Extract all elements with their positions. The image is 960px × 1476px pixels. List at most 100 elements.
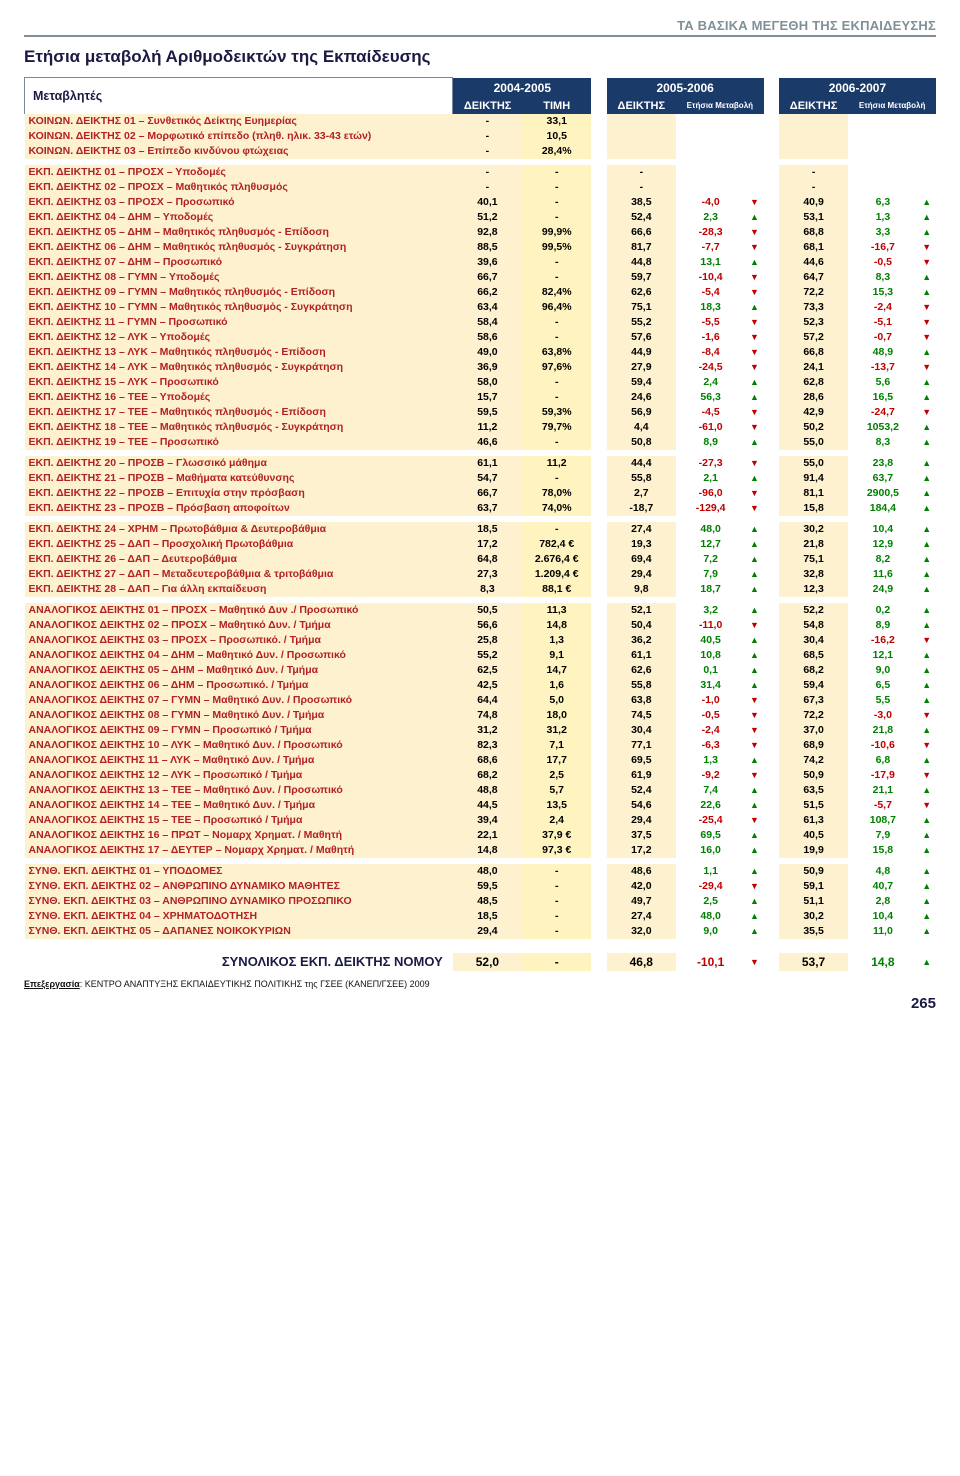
row-label: ΕΚΠ. ΔΕΙΚΤΗΣ 18 – ΤΕΕ – Μαθητικός πληθυσ… <box>25 420 453 435</box>
row-label: ΕΚΠ. ΔΕΙΚΤΗΣ 26 – ΔΑΠ – Δευτεροβάθμια <box>25 552 453 567</box>
row-label: ΑΝΑΛΟΓΙΚΟΣ ΔΕΙΚΤΗΣ 14 – ΤΕΕ – Μαθητικό Δ… <box>25 798 453 813</box>
table-row: ΕΚΠ. ΔΕΙΚΤΗΣ 25 – ΔΑΠ – Προσχολική Πρωτο… <box>25 537 937 552</box>
table-row: ΑΝΑΛΟΓΙΚΟΣ ΔΕΙΚΤΗΣ 02 – ΠΡΟΣΧ – Μαθητικό… <box>25 618 937 633</box>
row-label: ΕΚΠ. ΔΕΙΚΤΗΣ 05 – ΔΗΜ – Μαθητικός πληθυσ… <box>25 225 453 240</box>
row-label: ΚΟΙΝΩΝ. ΔΕΙΚΤΗΣ 01 – Συνθετικός Δείκτης … <box>25 114 453 129</box>
table-row: ΕΚΠ. ΔΕΙΚΤΗΣ 03 – ΠΡΟΣΧ – Προσωπικό40,1-… <box>25 195 937 210</box>
row-label: ΕΚΠ. ΔΕΙΚΤΗΣ 28 – ΔΑΠ – Για άλλη εκπαίδε… <box>25 582 453 597</box>
row-label: ΕΚΠ. ΔΕΙΚΤΗΣ 07 – ΔΗΜ – Προσωπικό <box>25 255 453 270</box>
table-row: ΕΚΠ. ΔΕΙΚΤΗΣ 14 – ΛΥΚ – Μαθητικός πληθυσ… <box>25 360 937 375</box>
row-label: ΑΝΑΛΟΓΙΚΟΣ ΔΕΙΚΤΗΣ 02 – ΠΡΟΣΧ – Μαθητικό… <box>25 618 453 633</box>
row-label: ΑΝΑΛΟΓΙΚΟΣ ΔΕΙΚΤΗΣ 13 – ΤΕΕ – Μαθητικό Δ… <box>25 783 453 798</box>
col-deiktis-2: ΔΕΙΚΤΗΣ <box>607 98 676 114</box>
row-label: ΑΝΑΛΟΓΙΚΟΣ ΔΕΙΚΤΗΣ 15 – ΤΕΕ – Προσωπικό … <box>25 813 453 828</box>
table-row: ΕΚΠ. ΔΕΙΚΤΗΣ 02 – ΠΡΟΣΧ – Μαθητικός πληθ… <box>25 180 937 195</box>
row-label: ΕΚΠ. ΔΕΙΚΤΗΣ 06 – ΔΗΜ – Μαθητικός πληθυσ… <box>25 240 453 255</box>
table-row: ΕΚΠ. ΔΕΙΚΤΗΣ 18 – ΤΕΕ – Μαθητικός πληθυσ… <box>25 420 937 435</box>
row-label: ΕΚΠ. ΔΕΙΚΤΗΣ 02 – ΠΡΟΣΧ – Μαθητικός πληθ… <box>25 180 453 195</box>
row-label: ΕΚΠ. ΔΕΙΚΤΗΣ 09 – ΓΥΜΝ – Μαθητικός πληθυ… <box>25 285 453 300</box>
variables-header: Μεταβλητές <box>25 78 453 114</box>
table-row: ΑΝΑΛΟΓΙΚΟΣ ΔΕΙΚΤΗΣ 15 – ΤΕΕ – Προσωπικό … <box>25 813 937 828</box>
credit-line: Επεξεργασία: ΚΕΝΤΡΟ ΑΝΑΠΤΥΞΗΣ ΕΚΠΑΙΔΕΥΤΙ… <box>24 979 936 989</box>
row-label: ΕΚΠ. ΔΕΙΚΤΗΣ 12 – ΛΥΚ – Υποδομές <box>25 330 453 345</box>
table-row: ΕΚΠ. ΔΕΙΚΤΗΣ 05 – ΔΗΜ – Μαθητικός πληθυσ… <box>25 225 937 240</box>
table-row: ΑΝΑΛΟΓΙΚΟΣ ΔΕΙΚΤΗΣ 16 – ΠΡΩΤ – Νομαρχ Χρ… <box>25 828 937 843</box>
row-label: ΑΝΑΛΟΓΙΚΟΣ ΔΕΙΚΤΗΣ 05 – ΔΗΜ – Μαθητικό Δ… <box>25 663 453 678</box>
row-label: ΑΝΑΛΟΓΙΚΟΣ ΔΕΙΚΤΗΣ 10 – ΛΥΚ – Μαθητικό Δ… <box>25 738 453 753</box>
table-row: ΕΚΠ. ΔΕΙΚΤΗΣ 16 – ΤΕΕ – Υποδομές15,7-24,… <box>25 390 937 405</box>
table-row: ΑΝΑΛΟΓΙΚΟΣ ΔΕΙΚΤΗΣ 14 – ΤΕΕ – Μαθητικό Δ… <box>25 798 937 813</box>
col-deiktis-1: ΔΕΙΚΤΗΣ <box>453 98 522 114</box>
page-number: 265 <box>24 995 936 1012</box>
row-label: ΕΚΠ. ΔΕΙΚΤΗΣ 17 – ΤΕΕ – Μαθητικός πληθυσ… <box>25 405 453 420</box>
table-row: ΑΝΑΛΟΓΙΚΟΣ ΔΕΙΚΤΗΣ 01 – ΠΡΟΣΧ – Μαθητικό… <box>25 603 937 618</box>
col-timi-1: ΤΙΜΗ <box>522 98 591 114</box>
row-label: ΚΟΙΝΩΝ. ΔΕΙΚΤΗΣ 02 – Μορφωτικό επίπεδο (… <box>25 129 453 144</box>
row-label: ΕΚΠ. ΔΕΙΚΤΗΣ 01 – ΠΡΟΣΧ – Υποδομές <box>25 165 453 180</box>
table-row: ΕΚΠ. ΔΕΙΚΤΗΣ 22 – ΠΡΟΣΒ – Επιτυχία στην … <box>25 486 937 501</box>
row-label: ΑΝΑΛΟΓΙΚΟΣ ΔΕΙΚΤΗΣ 04 – ΔΗΜ – Μαθητικό Δ… <box>25 648 453 663</box>
row-label: ΕΚΠ. ΔΕΙΚΤΗΣ 19 – ΤΕΕ – Προσωπικό <box>25 435 453 450</box>
table-row: ΕΚΠ. ΔΕΙΚΤΗΣ 27 – ΔΑΠ – Μεταδευτεροβάθμι… <box>25 567 937 582</box>
table-row: ΑΝΑΛΟΓΙΚΟΣ ΔΕΙΚΤΗΣ 08 – ΓΥΜΝ – Μαθητικό … <box>25 708 937 723</box>
table-row: ΕΚΠ. ΔΕΙΚΤΗΣ 09 – ΓΥΜΝ – Μαθητικός πληθυ… <box>25 285 937 300</box>
table-row: ΕΚΠ. ΔΕΙΚΤΗΣ 08 – ΓΥΜΝ – Υποδομές66,7-59… <box>25 270 937 285</box>
row-label: ΑΝΑΛΟΓΙΚΟΣ ΔΕΙΚΤΗΣ 12 – ΛΥΚ – Προσωπικό … <box>25 768 453 783</box>
row-label: ΕΚΠ. ΔΕΙΚΤΗΣ 10 – ΓΥΜΝ – Μαθητικός πληθυ… <box>25 300 453 315</box>
breadcrumb: ΤΑ ΒΑΣΙΚΑ ΜΕΓΕΘΗ ΤΗΣ ΕΚΠΑΙΔΕΥΣΗΣ <box>24 18 936 37</box>
table-row: ΑΝΑΛΟΓΙΚΟΣ ΔΕΙΚΤΗΣ 11 – ΛΥΚ – Μαθητικό Δ… <box>25 753 937 768</box>
table-row: ΑΝΑΛΟΓΙΚΟΣ ΔΕΙΚΤΗΣ 13 – ΤΕΕ – Μαθητικό Δ… <box>25 783 937 798</box>
table-row: ΣΥΝΘ. ΕΚΠ. ΔΕΙΚΤΗΣ 01 – ΥΠΟΔΟΜΕΣ48,0-48,… <box>25 864 937 879</box>
row-label: ΑΝΑΛΟΓΙΚΟΣ ΔΕΙΚΤΗΣ 09 – ΓΥΜΝ – Προσωπικό… <box>25 723 453 738</box>
table-row: ΚΟΙΝΩΝ. ΔΕΙΚΤΗΣ 03 – Επίπεδο κινδύνου φτ… <box>25 144 937 159</box>
row-label: ΑΝΑΛΟΓΙΚΟΣ ΔΕΙΚΤΗΣ 06 – ΔΗΜ – Προσωπικό.… <box>25 678 453 693</box>
row-label: ΕΚΠ. ΔΕΙΚΤΗΣ 27 – ΔΑΠ – Μεταδευτεροβάθμι… <box>25 567 453 582</box>
row-label: ΑΝΑΛΟΓΙΚΟΣ ΔΕΙΚΤΗΣ 16 – ΠΡΩΤ – Νομαρχ Χρ… <box>25 828 453 843</box>
table-row: ΕΚΠ. ΔΕΙΚΤΗΣ 17 – ΤΕΕ – Μαθητικός πληθυσ… <box>25 405 937 420</box>
col-deiktis-3: ΔΕΙΚΤΗΣ <box>779 98 848 114</box>
table-row: ΚΟΙΝΩΝ. ΔΕΙΚΤΗΣ 02 – Μορφωτικό επίπεδο (… <box>25 129 937 144</box>
row-label: ΑΝΑΛΟΓΙΚΟΣ ΔΕΙΚΤΗΣ 07 – ΓΥΜΝ – Μαθητικό … <box>25 693 453 708</box>
row-label: ΑΝΑΛΟΓΙΚΟΣ ΔΕΙΚΤΗΣ 03 – ΠΡΟΣΧ – Προσωπικ… <box>25 633 453 648</box>
row-label: ΣΥΝΘ. ΕΚΠ. ΔΕΙΚΤΗΣ 04 – ΧΡΗΜΑΤΟΔΟΤΗΣΗ <box>25 909 453 924</box>
table-row: ΑΝΑΛΟΓΙΚΟΣ ΔΕΙΚΤΗΣ 04 – ΔΗΜ – Μαθητικό Δ… <box>25 648 937 663</box>
table-row: ΕΚΠ. ΔΕΙΚΤΗΣ 26 – ΔΑΠ – Δευτεροβάθμια64,… <box>25 552 937 567</box>
row-label: ΕΚΠ. ΔΕΙΚΤΗΣ 13 – ΛΥΚ – Μαθητικός πληθυσ… <box>25 345 453 360</box>
row-label: ΕΚΠ. ΔΕΙΚΤΗΣ 21 – ΠΡΟΣΒ – Μαθήματα κατεύ… <box>25 471 453 486</box>
row-label: ΚΟΙΝΩΝ. ΔΕΙΚΤΗΣ 03 – Επίπεδο κινδύνου φτ… <box>25 144 453 159</box>
table-row: ΕΚΠ. ΔΕΙΚΤΗΣ 28 – ΔΑΠ – Για άλλη εκπαίδε… <box>25 582 937 597</box>
row-label: ΕΚΠ. ΔΕΙΚΤΗΣ 24 – ΧΡΗΜ – Πρωτοβάθμια & Δ… <box>25 522 453 537</box>
row-label: ΕΚΠ. ΔΕΙΚΤΗΣ 25 – ΔΑΠ – Προσχολική Πρωτο… <box>25 537 453 552</box>
row-label: ΣΥΝΘ. ΕΚΠ. ΔΕΙΚΤΗΣ 05 – ΔΑΠΑΝΕΣ ΝΟΙΚΟΚΥΡ… <box>25 924 453 939</box>
table-row: ΕΚΠ. ΔΕΙΚΤΗΣ 12 – ΛΥΚ – Υποδομές58,6-57,… <box>25 330 937 345</box>
period-1: 2004-2005 <box>453 78 592 98</box>
table-row: ΑΝΑΛΟΓΙΚΟΣ ΔΕΙΚΤΗΣ 17 – ΔΕΥΤΕΡ – Νομαρχ … <box>25 843 937 858</box>
row-label: ΕΚΠ. ΔΕΙΚΤΗΣ 15 – ΛΥΚ – Προσωπικό <box>25 375 453 390</box>
row-label: ΣΥΝΘ. ΕΚΠ. ΔΕΙΚΤΗΣ 02 – ΑΝΘΡΩΠΙΝΟ ΔΥΝΑΜΙ… <box>25 879 453 894</box>
table-row: ΑΝΑΛΟΓΙΚΟΣ ΔΕΙΚΤΗΣ 06 – ΔΗΜ – Προσωπικό.… <box>25 678 937 693</box>
table-row: ΕΚΠ. ΔΕΙΚΤΗΣ 23 – ΠΡΟΣΒ – Πρόσβαση αποφο… <box>25 501 937 516</box>
row-label: ΕΚΠ. ΔΕΙΚΤΗΣ 22 – ΠΡΟΣΒ – Επιτυχία στην … <box>25 486 453 501</box>
table-row: ΕΚΠ. ΔΕΙΚΤΗΣ 07 – ΔΗΜ – Προσωπικό39,6-44… <box>25 255 937 270</box>
row-label: ΕΚΠ. ΔΕΙΚΤΗΣ 08 – ΓΥΜΝ – Υποδομές <box>25 270 453 285</box>
row-label: ΑΝΑΛΟΓΙΚΟΣ ΔΕΙΚΤΗΣ 11 – ΛΥΚ – Μαθητικό Δ… <box>25 753 453 768</box>
table-row: ΑΝΑΛΟΓΙΚΟΣ ΔΕΙΚΤΗΣ 10 – ΛΥΚ – Μαθητικό Δ… <box>25 738 937 753</box>
row-label: ΕΚΠ. ΔΕΙΚΤΗΣ 11 – ΓΥΜΝ – Προσωπικό <box>25 315 453 330</box>
table-row: ΑΝΑΛΟΓΙΚΟΣ ΔΕΙΚΤΗΣ 09 – ΓΥΜΝ – Προσωπικό… <box>25 723 937 738</box>
period-3: 2006-2007 <box>779 78 936 98</box>
col-etisia-3: Ετήσια Μεταβολή <box>848 98 936 114</box>
row-label: ΕΚΠ. ΔΕΙΚΤΗΣ 03 – ΠΡΟΣΧ – Προσωπικό <box>25 195 453 210</box>
table-row: ΕΚΠ. ΔΕΙΚΤΗΣ 20 – ΠΡΟΣΒ – Γλωσσικό μάθημ… <box>25 456 937 471</box>
table-row: ΑΝΑΛΟΓΙΚΟΣ ΔΕΙΚΤΗΣ 07 – ΓΥΜΝ – Μαθητικό … <box>25 693 937 708</box>
table-row: ΕΚΠ. ΔΕΙΚΤΗΣ 06 – ΔΗΜ – Μαθητικός πληθυσ… <box>25 240 937 255</box>
row-label: ΣΥΝΘ. ΕΚΠ. ΔΕΙΚΤΗΣ 01 – ΥΠΟΔΟΜΕΣ <box>25 864 453 879</box>
table-row: ΕΚΠ. ΔΕΙΚΤΗΣ 11 – ΓΥΜΝ – Προσωπικό58,4-5… <box>25 315 937 330</box>
row-label: ΕΚΠ. ΔΕΙΚΤΗΣ 23 – ΠΡΟΣΒ – Πρόσβαση αποφο… <box>25 501 453 516</box>
table-row: ΕΚΠ. ΔΕΙΚΤΗΣ 13 – ΛΥΚ – Μαθητικός πληθυσ… <box>25 345 937 360</box>
row-label: ΑΝΑΛΟΓΙΚΟΣ ΔΕΙΚΤΗΣ 01 – ΠΡΟΣΧ – Μαθητικό… <box>25 603 453 618</box>
row-label: ΣΥΝΘ. ΕΚΠ. ΔΕΙΚΤΗΣ 03 – ΑΝΘΡΩΠΙΝΟ ΔΥΝΑΜΙ… <box>25 894 453 909</box>
table-row: ΕΚΠ. ΔΕΙΚΤΗΣ 04 – ΔΗΜ – Υποδομές51,2-52,… <box>25 210 937 225</box>
indicators-table: Μεταβλητές 2004-2005 2005-2006 2006-2007… <box>24 77 936 971</box>
summary-label: ΣΥΝΟΛΙΚΟΣ ΕΚΠ. ΔΕΙΚΤΗΣ ΝΟΜΟΥ <box>25 953 453 971</box>
row-label: ΕΚΠ. ΔΕΙΚΤΗΣ 20 – ΠΡΟΣΒ – Γλωσσικό μάθημ… <box>25 456 453 471</box>
